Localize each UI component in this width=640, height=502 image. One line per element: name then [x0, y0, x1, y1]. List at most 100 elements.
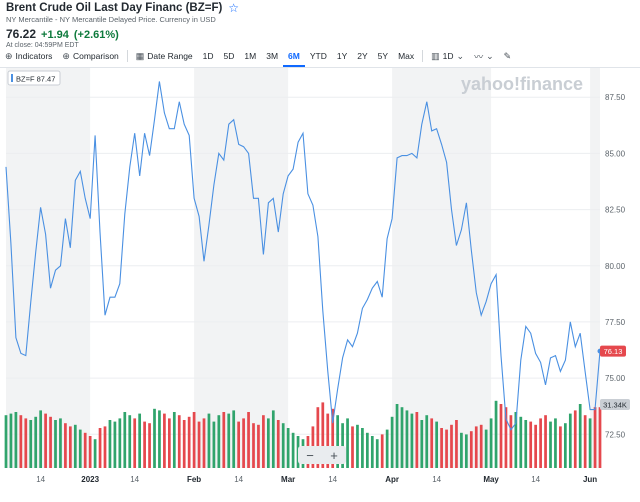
range-2y[interactable]: 2Y — [357, 51, 368, 61]
volume-bar — [440, 428, 443, 468]
volume-bar — [529, 421, 533, 468]
last-price-badge-box — [600, 345, 626, 357]
x-tick-label: Mar — [281, 475, 295, 484]
price-change-percent: (+2.61%) — [73, 29, 119, 41]
zoom-in-button[interactable]: + — [330, 447, 338, 463]
volume-bar — [123, 412, 127, 468]
exchange-subtitle: NY Mercantile - NY Mercantile Delayed Pr… — [6, 15, 216, 24]
volume-bar — [395, 404, 399, 468]
range-3m[interactable]: 3M — [266, 51, 279, 61]
volume-bar — [484, 429, 488, 468]
volume-bar — [39, 410, 43, 468]
volume-bar — [19, 415, 23, 468]
last-price-badge-label: 76.13 — [604, 347, 623, 356]
volume-bar — [380, 434, 384, 468]
range-6m[interactable]: 6M — [283, 47, 305, 67]
chart-type-select[interactable]: 〰 ⌄ — [469, 50, 499, 63]
volume-bar — [271, 410, 275, 468]
month-band — [392, 68, 492, 468]
last-price: 76.22 — [6, 27, 37, 41]
comparison-button[interactable]: ⊕ Comparison — [57, 51, 123, 62]
x-axis: 14 2023 14 Feb 14 Mar 14 Apr 14 May 14 Jun — [36, 475, 597, 484]
x-tick-label: 14 — [234, 475, 243, 484]
volume-bar — [167, 418, 171, 468]
zoom-out-button[interactable]: − — [306, 447, 314, 463]
range-1d[interactable]: 1D — [202, 51, 214, 61]
y-tick-label: 85.00 — [605, 149, 626, 158]
volume-bar — [172, 412, 176, 468]
x-tick-label: 14 — [36, 475, 45, 484]
interval-select[interactable]: ▥ 1D ⌄ — [426, 51, 469, 62]
volume-bar — [177, 415, 181, 468]
volume-bar — [252, 423, 255, 468]
y-tick-label: 87.50 — [605, 93, 626, 102]
volume-badge-box — [600, 399, 630, 410]
range-1m[interactable]: 1M — [244, 51, 257, 61]
chevron-down-icon: ⌄ — [486, 50, 494, 61]
volume-bar — [524, 420, 528, 468]
volume-bar — [509, 415, 513, 468]
volume-bar — [494, 400, 498, 468]
range-ytd[interactable]: YTD — [309, 51, 327, 61]
last-price-badge: 76.13 — [600, 345, 626, 357]
x-tick-label: 14 — [531, 475, 540, 484]
volume-bar — [148, 423, 151, 468]
volume-bar — [410, 413, 414, 468]
date-range-button[interactable]: ▦ Date Range — [131, 51, 198, 62]
x-tick-label: 14 — [328, 475, 337, 484]
volume-bar — [356, 424, 359, 468]
plus-circle-icon: ⊕ — [62, 50, 70, 61]
volume-bar — [445, 429, 448, 468]
volume-bar — [73, 424, 77, 468]
volume-bar — [88, 436, 92, 468]
zoom-control: − + — [298, 446, 346, 464]
indicators-button[interactable]: ⊕ Indicators — [0, 51, 57, 62]
ticker-title: Brent Crude Oil Last Day Financ (BZ=F) — [6, 2, 223, 14]
volume-bar — [113, 421, 117, 468]
volume-bar — [430, 418, 434, 468]
volume-bar — [34, 416, 38, 468]
range-1y[interactable]: 1Y — [336, 51, 348, 61]
volume-bar — [390, 416, 394, 468]
price-chart[interactable]: yahoo!finance 72.50 75.00 77.50 80.00 82.50 8… — [0, 68, 640, 502]
volume-bar — [291, 432, 295, 468]
x-tick-label: 14 — [130, 475, 139, 484]
range-5d[interactable]: 5D — [223, 51, 235, 61]
draw-tool-button[interactable]: ✎ — [499, 51, 517, 62]
legend-label: BZ=F 87.47 — [16, 75, 55, 84]
close-time: At close: 04:59PM EDT — [6, 42, 79, 49]
volume-bar — [44, 413, 47, 468]
volume-bar — [549, 421, 552, 468]
month-bands — [6, 68, 600, 468]
line-chart-icon: 〰 — [474, 51, 484, 62]
quote-header: Brent Crude Oil Last Day Financ (BZ=F) ☆… — [6, 2, 636, 49]
range-max[interactable]: Max — [398, 51, 415, 61]
volume-bar — [499, 404, 503, 468]
volume-badge-label: 31.34K — [603, 401, 627, 410]
volume-bar — [435, 421, 439, 468]
volume-bar — [544, 415, 547, 468]
volume-bar — [365, 432, 369, 468]
month-band — [590, 68, 600, 468]
volume-bar — [568, 413, 572, 468]
volume-bar — [578, 404, 582, 468]
volume-bar — [187, 416, 191, 468]
volume-bar — [375, 439, 379, 468]
volume-bar — [138, 413, 142, 468]
volume-bar — [326, 413, 330, 468]
volume-bar — [163, 413, 166, 468]
range-5y[interactable]: 5Y — [377, 51, 389, 61]
volume-bar — [266, 418, 270, 468]
volume-bar — [29, 420, 33, 468]
volume-bar — [64, 423, 67, 468]
indicators-label: Indicators — [15, 51, 53, 61]
star-icon[interactable]: ☆ — [228, 1, 240, 15]
price-change: +1.94 — [41, 29, 69, 41]
volume-bar — [227, 413, 231, 468]
volume-bar — [479, 424, 483, 468]
plus-circle-icon: ⊕ — [5, 50, 13, 61]
volume-bar — [182, 420, 186, 468]
volume-bar — [405, 410, 409, 468]
volume-bar — [539, 418, 542, 468]
legend-swatch — [11, 74, 13, 82]
